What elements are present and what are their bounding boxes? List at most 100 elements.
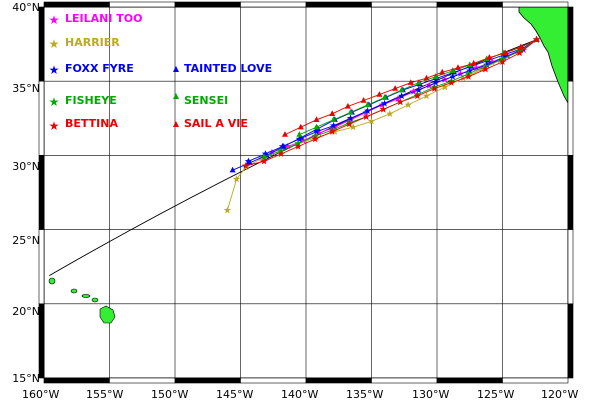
track-line bbox=[245, 39, 537, 167]
big-island bbox=[99, 305, 116, 324]
frame-segment bbox=[436, 377, 503, 384]
track-point-star bbox=[261, 150, 269, 157]
legend-entry: ★ BETTINA bbox=[49, 117, 119, 133]
legend-label: FISHEYE bbox=[65, 94, 117, 107]
track-point-star bbox=[299, 136, 307, 144]
track-point-star bbox=[459, 74, 467, 82]
boat-track bbox=[282, 36, 540, 137]
oahu-island bbox=[70, 288, 78, 294]
lon-tick-label: 155°W bbox=[86, 388, 123, 401]
legend-entry: ★ LEILANI TOO bbox=[49, 12, 143, 27]
track-point-triangle bbox=[415, 79, 422, 85]
legend-marker-triangle bbox=[173, 121, 179, 127]
track-point-star bbox=[362, 113, 370, 120]
track-point-star bbox=[498, 58, 507, 65]
track-point-triangle bbox=[246, 159, 253, 165]
legend: ★ LEILANI TOO ★ HARRIER ★ FOXX FYRE TAIN… bbox=[49, 12, 273, 133]
lat-tick-label: 20°N bbox=[12, 305, 40, 318]
frame-segment bbox=[567, 303, 574, 379]
track-point-triangle bbox=[344, 102, 351, 109]
track-point-triangle bbox=[439, 68, 446, 75]
frame-segment bbox=[240, 377, 307, 384]
track-point-star bbox=[381, 99, 389, 107]
legend-marker-triangle bbox=[173, 93, 179, 99]
legend-entry: SAIL A VIE bbox=[173, 117, 248, 130]
track-point-triangle bbox=[313, 116, 320, 122]
track-point-triangle bbox=[502, 49, 509, 56]
track-point-star bbox=[483, 61, 491, 68]
track-point-star bbox=[488, 58, 496, 65]
track-point-star bbox=[515, 49, 524, 57]
track-point-star bbox=[432, 78, 440, 86]
track-point-triangle bbox=[360, 97, 367, 103]
frame-segment bbox=[502, 377, 569, 384]
track-point-triangle bbox=[330, 116, 337, 122]
track-line bbox=[248, 39, 537, 162]
frame-segment bbox=[240, 1, 307, 8]
lat-tick-label: 30°N bbox=[12, 160, 40, 173]
track-point-triangle bbox=[470, 59, 477, 66]
track-point-star bbox=[284, 142, 292, 150]
boat-track bbox=[242, 35, 541, 169]
track-point-star bbox=[472, 64, 480, 71]
track-point-triangle bbox=[381, 94, 388, 100]
frame-segment bbox=[436, 1, 503, 8]
track-point-star bbox=[346, 114, 355, 122]
lat-tick-label: 15°N bbox=[12, 372, 40, 385]
lat-tick-label: 35°N bbox=[12, 82, 40, 95]
track-point-star bbox=[464, 72, 473, 80]
track-point-star bbox=[447, 78, 455, 86]
track-point-star bbox=[328, 127, 336, 135]
frame-segment bbox=[567, 155, 574, 230]
frame-segment bbox=[567, 229, 574, 305]
longitude-labels: 160°W 155°W 150°W 145°W 140°W 135°W 130°… bbox=[22, 388, 578, 401]
track-point-star bbox=[404, 101, 412, 108]
track-point-star bbox=[311, 135, 319, 143]
legend-entry: ★ FOXX FYRE bbox=[49, 62, 134, 77]
track-point-star bbox=[441, 83, 449, 91]
lon-tick-label: 120°W bbox=[541, 388, 578, 401]
legend-marker-star: ★ bbox=[49, 13, 60, 27]
track-point-star bbox=[345, 120, 353, 128]
california-coast bbox=[518, 7, 568, 104]
legend-label: BETTINA bbox=[65, 117, 118, 130]
track-point-star bbox=[268, 148, 276, 156]
track-point-triangle bbox=[329, 110, 336, 116]
lon-tick-label: 125°W bbox=[477, 388, 514, 401]
track-point-triangle bbox=[486, 54, 493, 60]
track-point-star bbox=[364, 107, 372, 114]
track-point-star bbox=[260, 153, 268, 160]
track-point-star bbox=[379, 105, 387, 113]
frame-segment bbox=[174, 377, 241, 384]
frame-segment bbox=[43, 377, 110, 384]
lon-tick-label: 135°W bbox=[346, 388, 383, 401]
frame-segment bbox=[109, 377, 176, 384]
track-point-star bbox=[457, 70, 465, 77]
frame-segment bbox=[43, 1, 110, 8]
track-point-star bbox=[398, 92, 406, 100]
graticule bbox=[43, 6, 569, 379]
track-point-star bbox=[466, 67, 474, 74]
track-point-star bbox=[260, 157, 268, 165]
track-line bbox=[271, 39, 537, 153]
boat-track bbox=[296, 36, 540, 137]
track-point-star bbox=[449, 72, 457, 80]
frame-segment bbox=[305, 377, 372, 384]
track-point-star bbox=[315, 129, 323, 137]
track-point-triangle bbox=[423, 74, 430, 81]
legend-entry: TAINTED LOVE bbox=[173, 62, 272, 75]
maui-island bbox=[91, 297, 99, 303]
landmasses bbox=[48, 7, 568, 324]
track-point-star bbox=[415, 86, 423, 94]
track-point-star bbox=[244, 157, 252, 165]
track-point-triangle bbox=[296, 131, 303, 137]
great-circle-line bbox=[49, 39, 537, 276]
track-point-star bbox=[367, 117, 376, 125]
kauai-island bbox=[48, 277, 56, 285]
legend-label: SENSEI bbox=[184, 94, 228, 107]
track-point-triangle bbox=[282, 131, 288, 137]
lon-tick-label: 140°W bbox=[281, 388, 318, 401]
track-point-triangle bbox=[407, 79, 414, 85]
frame-segment bbox=[109, 1, 176, 8]
track-point-star bbox=[233, 175, 241, 183]
